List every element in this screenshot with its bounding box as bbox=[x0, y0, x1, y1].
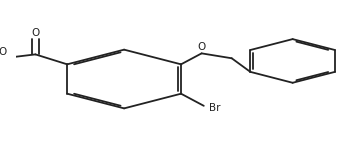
Text: O: O bbox=[0, 47, 6, 57]
Text: O: O bbox=[31, 28, 40, 38]
Text: Br: Br bbox=[209, 103, 221, 113]
Text: O: O bbox=[198, 42, 206, 52]
